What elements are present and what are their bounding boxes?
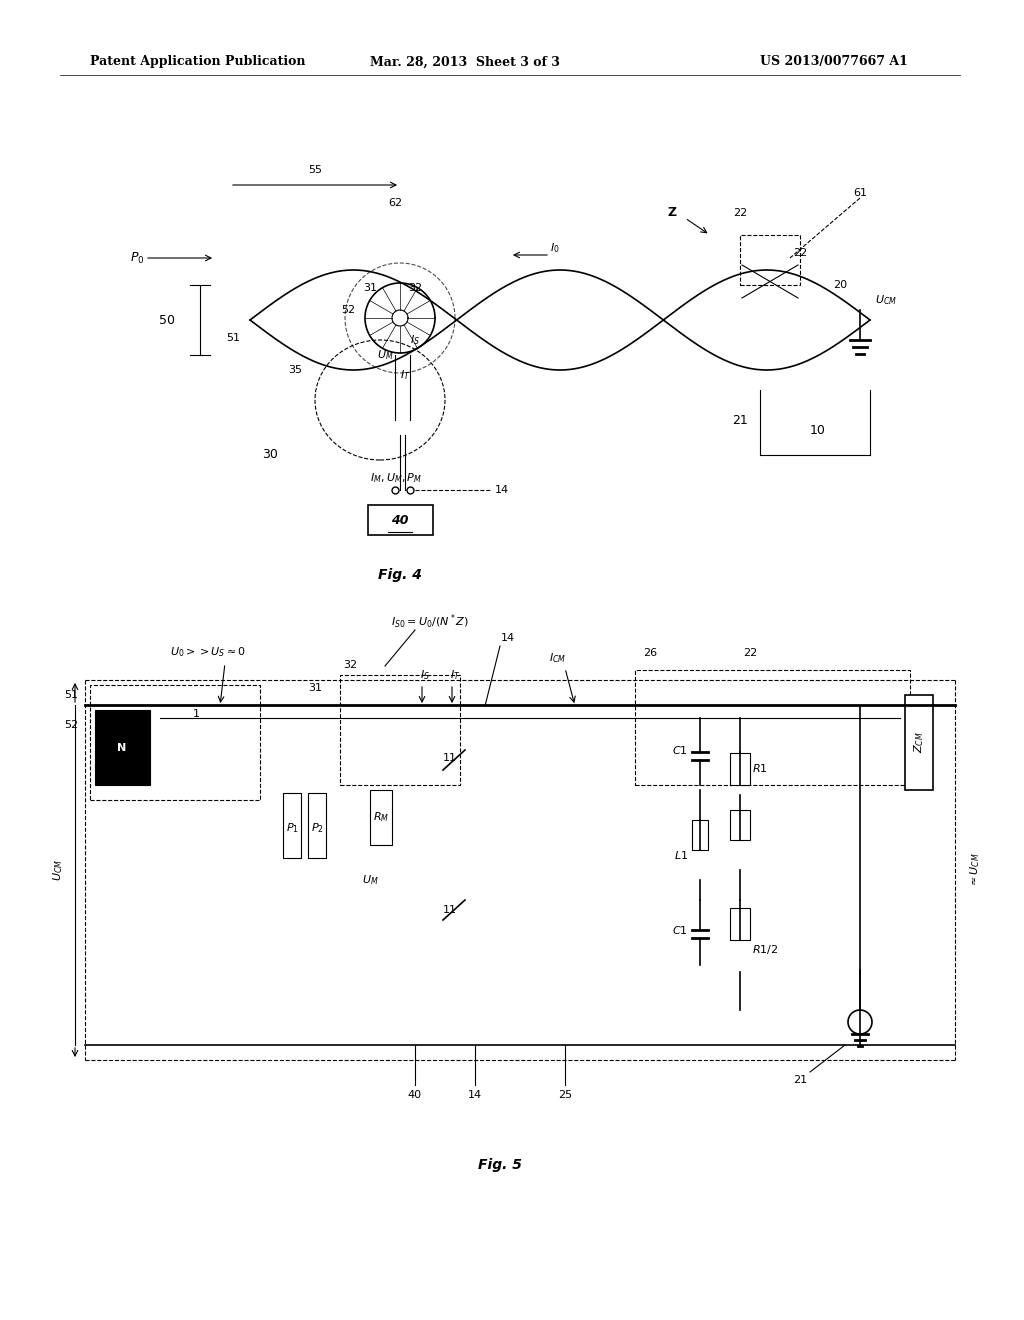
Text: $L1$: $L1$: [674, 849, 688, 861]
Text: $R1$: $R1$: [752, 762, 768, 774]
Bar: [308, 793, 326, 858]
Text: $Z_{CM}$: $Z_{CM}$: [912, 731, 926, 752]
Bar: [95, 710, 150, 785]
Text: Z: Z: [668, 206, 677, 219]
Text: $U_M$: $U_M$: [361, 873, 378, 887]
Bar: [905, 696, 933, 789]
Text: $P_0$: $P_0$: [130, 251, 144, 265]
Text: 51: 51: [226, 333, 240, 343]
Text: $I_T$: $I_T$: [450, 668, 460, 682]
Text: $I_T$: $I_T$: [399, 368, 411, 381]
Bar: [370, 789, 392, 845]
Text: 52: 52: [341, 305, 355, 315]
Text: 11: 11: [443, 752, 457, 763]
FancyBboxPatch shape: [740, 235, 800, 285]
Text: 55: 55: [308, 165, 322, 176]
Bar: [283, 793, 301, 858]
Text: 20: 20: [833, 280, 847, 290]
Text: Patent Application Publication: Patent Application Publication: [90, 55, 305, 69]
Text: 14: 14: [495, 484, 509, 495]
Text: 1: 1: [193, 709, 200, 719]
Text: $I_S$: $I_S$: [420, 668, 430, 682]
Bar: [730, 810, 750, 840]
Text: 22: 22: [793, 248, 807, 257]
Text: $C1$: $C1$: [673, 744, 688, 756]
Text: 32: 32: [408, 282, 422, 293]
Text: 31: 31: [308, 682, 322, 693]
Bar: [730, 908, 750, 940]
Text: 50: 50: [159, 314, 175, 326]
Text: 25: 25: [558, 1090, 572, 1100]
Text: 40: 40: [408, 1090, 422, 1100]
Text: 14: 14: [468, 1090, 482, 1100]
Text: $I_S$: $I_S$: [410, 333, 420, 347]
Bar: [730, 752, 750, 785]
Text: $P_2$: $P_2$: [310, 821, 324, 836]
Text: 11: 11: [443, 906, 457, 915]
Text: 10: 10: [810, 424, 826, 437]
Text: 21: 21: [793, 1074, 807, 1085]
Text: 31: 31: [362, 282, 377, 293]
Text: $U_{CM}$: $U_{CM}$: [874, 293, 897, 306]
Text: Mar. 28, 2013  Sheet 3 of 3: Mar. 28, 2013 Sheet 3 of 3: [370, 55, 560, 69]
Text: $\approx U_{CM}$: $\approx U_{CM}$: [968, 853, 982, 888]
Text: $P_1$: $P_1$: [286, 821, 298, 836]
Text: US 2013/0077667 A1: US 2013/0077667 A1: [760, 55, 908, 69]
Text: 22: 22: [733, 209, 748, 218]
Text: $R1/2$: $R1/2$: [752, 944, 778, 957]
Text: N: N: [118, 743, 127, 752]
Text: 21: 21: [732, 413, 748, 426]
Text: 51: 51: [63, 690, 78, 700]
Text: 32: 32: [343, 660, 357, 671]
Text: $U_0 >> U_S \approx 0$: $U_0 >> U_S \approx 0$: [170, 645, 246, 659]
Text: 22: 22: [742, 648, 757, 657]
Text: 61: 61: [853, 187, 867, 198]
Text: $C1$: $C1$: [673, 924, 688, 936]
Text: 52: 52: [63, 719, 78, 730]
Text: $I_M, U_M, P_M$: $I_M, U_M, P_M$: [370, 471, 422, 484]
Text: 40: 40: [391, 513, 409, 527]
Text: 26: 26: [643, 648, 657, 657]
Text: 30: 30: [262, 449, 278, 462]
Bar: [692, 820, 708, 850]
Text: $U_{CM}$: $U_{CM}$: [51, 859, 65, 880]
Text: $I_{CM}$: $I_{CM}$: [550, 651, 566, 665]
Text: 35: 35: [288, 366, 302, 375]
Text: 62: 62: [388, 198, 402, 209]
Text: $U_M$: $U_M$: [377, 348, 393, 362]
Text: Fig. 4: Fig. 4: [378, 568, 422, 582]
Text: $R_M$: $R_M$: [373, 810, 389, 824]
FancyBboxPatch shape: [368, 506, 433, 535]
Text: $I_0$: $I_0$: [550, 242, 560, 255]
Text: 14: 14: [501, 634, 515, 643]
Text: Fig. 5: Fig. 5: [478, 1158, 522, 1172]
Text: $I_{S0}=U_0/(N^*Z)$: $I_{S0}=U_0/(N^*Z)$: [391, 612, 469, 631]
